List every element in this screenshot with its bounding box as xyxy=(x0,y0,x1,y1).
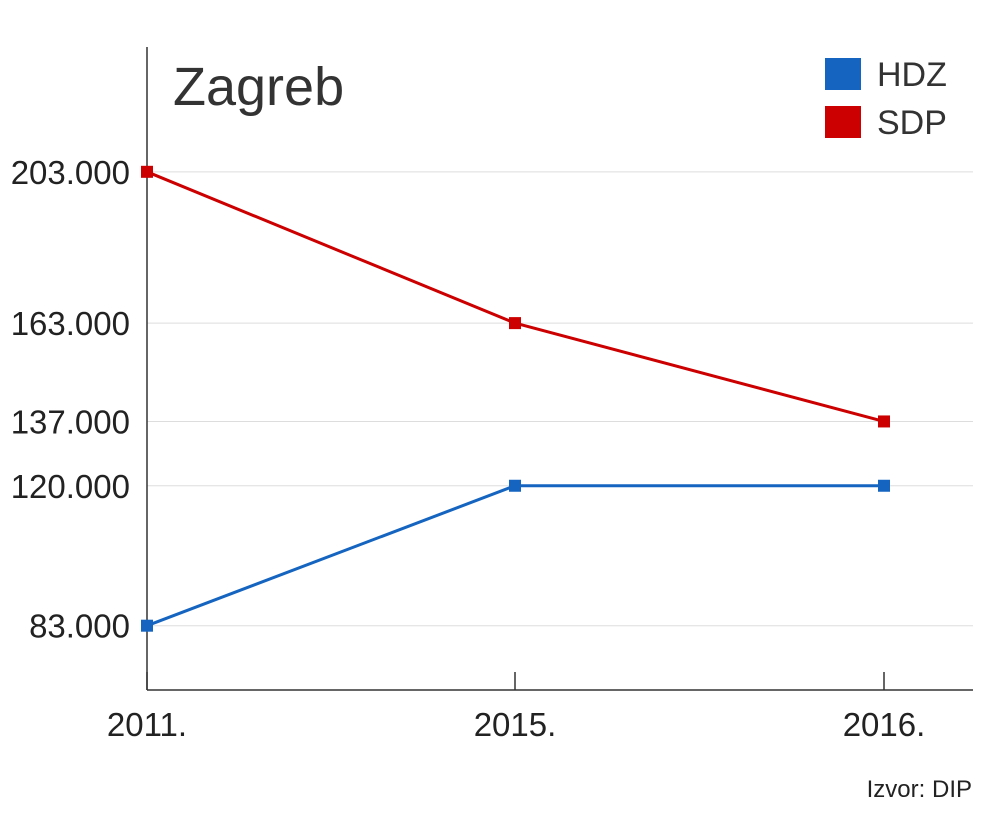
series-line-sdp xyxy=(146,170,885,423)
y-tick-label: 163.000 xyxy=(11,305,130,342)
legend-label-hdz: HDZ xyxy=(877,56,947,94)
point-sdp xyxy=(509,317,521,330)
y-tick-label: 120.000 xyxy=(11,468,130,505)
gridlines xyxy=(147,171,973,627)
y-tick-label: 83.000 xyxy=(29,608,130,645)
point-hdz xyxy=(878,479,890,492)
legend-swatch-sdp xyxy=(825,106,861,138)
axes xyxy=(146,47,973,691)
legend-label-sdp: SDP xyxy=(877,104,947,142)
tick-labels: 203.000 163.000 137.000 120.000 83.000 2011. 2… xyxy=(11,154,926,743)
series xyxy=(141,165,890,632)
point-sdp xyxy=(878,415,890,428)
y-tick-label: 203.000 xyxy=(11,154,130,191)
legend: HDZ SDP xyxy=(825,56,947,142)
point-sdp xyxy=(141,165,153,178)
chart-title: Zagreb xyxy=(173,57,344,117)
x-tick-label: 2011. xyxy=(107,706,187,743)
legend-swatch-hdz xyxy=(825,58,861,90)
y-tick-label: 137.000 xyxy=(11,403,130,440)
point-hdz xyxy=(141,619,153,632)
series-line-hdz xyxy=(146,484,884,628)
x-tick-label: 2015. xyxy=(474,706,557,743)
point-hdz xyxy=(509,479,521,492)
x-tick-label: 2016. xyxy=(843,706,926,743)
source-note: Izvor: DIP xyxy=(867,776,972,803)
